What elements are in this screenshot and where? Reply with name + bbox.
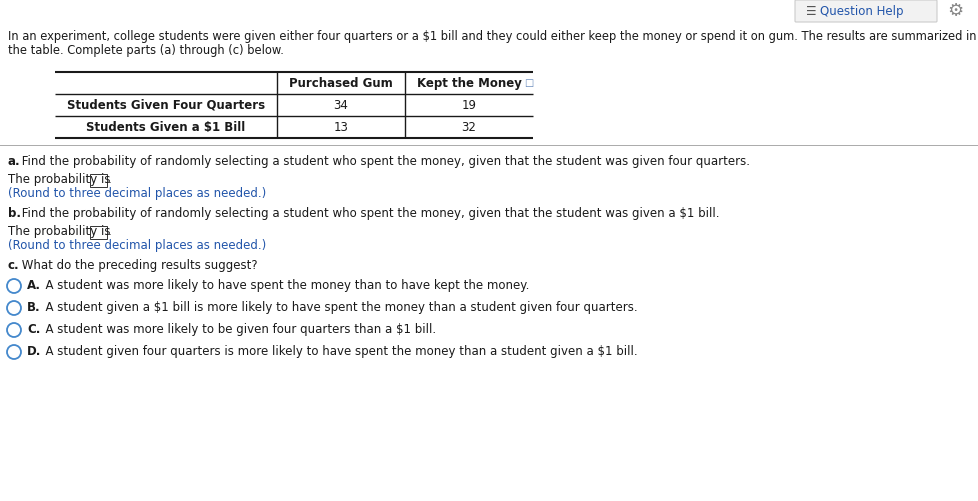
Text: The probability is: The probability is — [8, 173, 111, 186]
Text: Find the probability of randomly selecting a student who spent the money, given : Find the probability of randomly selecti… — [18, 207, 719, 220]
Text: .: . — [108, 225, 111, 238]
Text: 34: 34 — [333, 99, 348, 112]
Text: □: □ — [524, 78, 533, 88]
Text: The probability is: The probability is — [8, 225, 111, 238]
Text: (Round to three decimal places as needed.): (Round to three decimal places as needed… — [8, 187, 266, 200]
Text: A student given a $1 bill is more likely to have spent the money than a student : A student given a $1 bill is more likely… — [38, 301, 637, 314]
Text: c.: c. — [8, 259, 20, 272]
Text: .: . — [108, 173, 111, 186]
Text: D.: D. — [27, 345, 41, 358]
Text: ☰: ☰ — [805, 5, 816, 18]
Text: Students Given Four Quarters: Students Given Four Quarters — [67, 99, 265, 112]
Text: Purchased Gum: Purchased Gum — [289, 77, 392, 90]
Text: B.: B. — [27, 301, 40, 314]
FancyBboxPatch shape — [794, 0, 936, 22]
Text: (Round to three decimal places as needed.): (Round to three decimal places as needed… — [8, 239, 266, 252]
Text: 13: 13 — [333, 121, 348, 133]
Bar — [90, 226, 107, 239]
Text: Find the probability of randomly selecting a student who spent the money, given : Find the probability of randomly selecti… — [18, 155, 749, 168]
Text: the table. Complete parts (a) through (c) below.: the table. Complete parts (a) through (c… — [8, 44, 284, 57]
Bar — [90, 174, 107, 187]
Text: 32: 32 — [461, 121, 476, 133]
Text: Question Help: Question Help — [820, 5, 903, 18]
Text: A student was more likely to have spent the money than to have kept the money.: A student was more likely to have spent … — [38, 279, 529, 292]
Text: Students Given a $1 Bill: Students Given a $1 Bill — [86, 121, 245, 133]
Text: A student was more likely to be given four quarters than a $1 bill.: A student was more likely to be given fo… — [38, 323, 435, 336]
Text: In an experiment, college students were given either four quarters or a $1 bill : In an experiment, college students were … — [8, 30, 975, 43]
Text: a.: a. — [8, 155, 21, 168]
Text: Kept the Money: Kept the Money — [416, 77, 521, 90]
Text: What do the preceding results suggest?: What do the preceding results suggest? — [18, 259, 257, 272]
Text: ⚙: ⚙ — [946, 2, 962, 20]
Text: A student given four quarters is more likely to have spent the money than a stud: A student given four quarters is more li… — [38, 345, 637, 358]
Text: b.: b. — [8, 207, 21, 220]
Text: C.: C. — [27, 323, 40, 336]
Text: 19: 19 — [461, 99, 476, 112]
Text: A.: A. — [27, 279, 41, 292]
